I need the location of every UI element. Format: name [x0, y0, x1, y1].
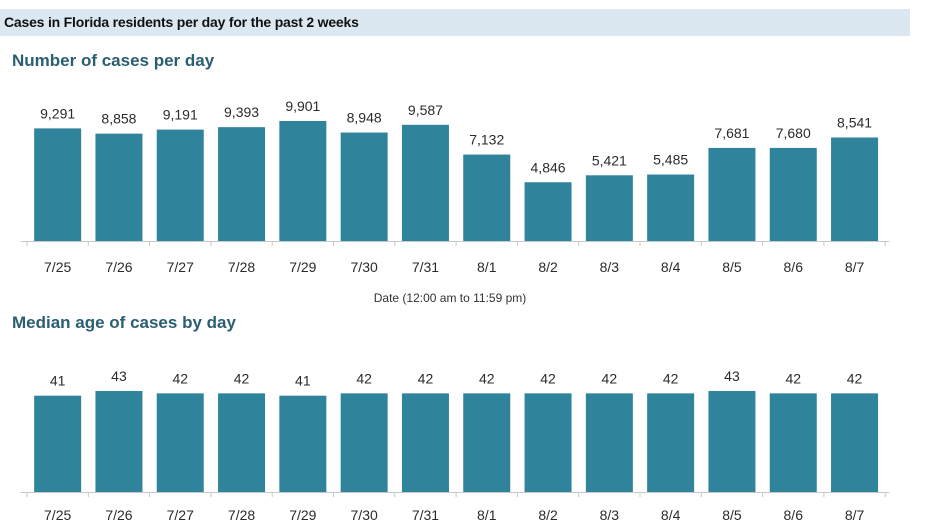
x-tick-label: 8/2	[538, 259, 558, 275]
value-label: 8,858	[101, 111, 136, 127]
x-tick-label: 7/28	[228, 507, 255, 523]
x-tick-label: 7/30	[351, 507, 378, 523]
bar	[156, 393, 204, 492]
x-tick-label: 7/25	[44, 259, 71, 275]
x-tick-label: 7/27	[167, 507, 194, 523]
bar	[647, 174, 695, 241]
x-tick-label: 7/28	[228, 259, 255, 275]
bar	[831, 137, 879, 241]
cases-chart-title: Number of cases per day	[12, 51, 215, 70]
value-label: 41	[50, 373, 66, 389]
bar	[95, 133, 143, 241]
x-tick-label: 7/29	[289, 507, 316, 523]
x-tick-label: 8/4	[661, 259, 681, 275]
cases-x-axis-title: Date (12:00 am to 11:59 pm)	[374, 291, 527, 305]
bar	[524, 182, 572, 241]
bar	[279, 395, 327, 492]
value-label: 42	[663, 370, 679, 386]
x-tick-label: 8/7	[845, 507, 865, 523]
bar	[34, 395, 82, 492]
x-tick-label: 7/26	[105, 259, 132, 275]
x-tick-label: 8/3	[600, 259, 620, 275]
header-band	[0, 9, 910, 36]
x-tick-label: 8/2	[538, 507, 558, 523]
value-label: 9,291	[40, 105, 75, 121]
value-label: 42	[602, 370, 618, 386]
value-label: 42	[418, 370, 434, 386]
x-tick-label: 7/31	[412, 259, 439, 275]
bar	[585, 393, 633, 492]
bar	[524, 393, 572, 492]
bar	[463, 154, 511, 241]
bar	[95, 391, 143, 492]
x-tick-label: 8/5	[722, 507, 742, 523]
bar	[769, 393, 817, 492]
value-label: 7,680	[776, 125, 811, 141]
page-title: Cases in Florida residents per day for t…	[4, 14, 359, 30]
x-tick-label: 8/1	[477, 259, 497, 275]
x-tick-label: 7/29	[289, 259, 316, 275]
bar	[708, 147, 756, 241]
bar	[340, 393, 388, 492]
x-tick-label: 7/27	[167, 259, 194, 275]
value-label: 42	[847, 370, 863, 386]
value-label: 42	[540, 370, 556, 386]
value-label: 8,541	[837, 114, 872, 130]
x-tick-label: 8/4	[661, 507, 681, 523]
x-tick-label: 7/30	[351, 259, 378, 275]
value-label: 7,681	[714, 125, 749, 141]
x-tick-label: 8/1	[477, 507, 497, 523]
bar	[585, 175, 633, 241]
value-label: 5,421	[592, 152, 627, 168]
bar	[769, 147, 817, 241]
value-label: 42	[785, 370, 801, 386]
cases-bar-chart: 9,291 7/25 8,858 7/26 9,191 7/27 9,393 7/28 9,90…	[21, 98, 890, 275]
value-label: 42	[234, 370, 250, 386]
x-tick-label: 8/5	[722, 259, 742, 275]
x-tick-label: 8/6	[784, 507, 804, 523]
value-label: 9,587	[408, 102, 443, 118]
bar	[463, 393, 511, 492]
x-tick-label: 8/7	[845, 259, 865, 275]
bar	[401, 393, 449, 492]
bar	[156, 129, 204, 241]
bar	[279, 121, 327, 241]
bar	[708, 391, 756, 492]
x-tick-label: 7/25	[44, 507, 71, 523]
value-label: 7,132	[469, 132, 504, 148]
value-label: 9,901	[285, 98, 320, 114]
bar	[401, 124, 449, 241]
x-tick-label: 7/26	[105, 507, 132, 523]
value-label: 42	[479, 370, 495, 386]
value-label: 42	[172, 370, 188, 386]
value-label: 4,846	[531, 159, 566, 175]
value-label: 43	[111, 368, 127, 384]
age-chart-title: Median age of cases by day	[12, 313, 236, 332]
value-label: 8,948	[347, 110, 382, 126]
bar	[831, 393, 879, 492]
bar	[647, 393, 695, 492]
value-label: 9,393	[224, 104, 259, 120]
bar	[218, 127, 266, 241]
value-label: 43	[724, 368, 740, 384]
x-tick-label: 8/6	[784, 259, 804, 275]
bar	[34, 128, 82, 241]
bar	[218, 393, 266, 492]
x-tick-label: 7/31	[412, 507, 439, 523]
value-label: 41	[295, 373, 311, 389]
bar	[340, 132, 388, 241]
value-label: 42	[356, 370, 372, 386]
value-label: 5,485	[653, 152, 688, 168]
x-tick-label: 8/3	[600, 507, 620, 523]
median-age-bar-chart: 41 7/25 43 7/26 42 7/27 42 7/28 41 7/29 42 7/30 42 7/…	[21, 368, 890, 523]
value-label: 9,191	[163, 107, 198, 123]
